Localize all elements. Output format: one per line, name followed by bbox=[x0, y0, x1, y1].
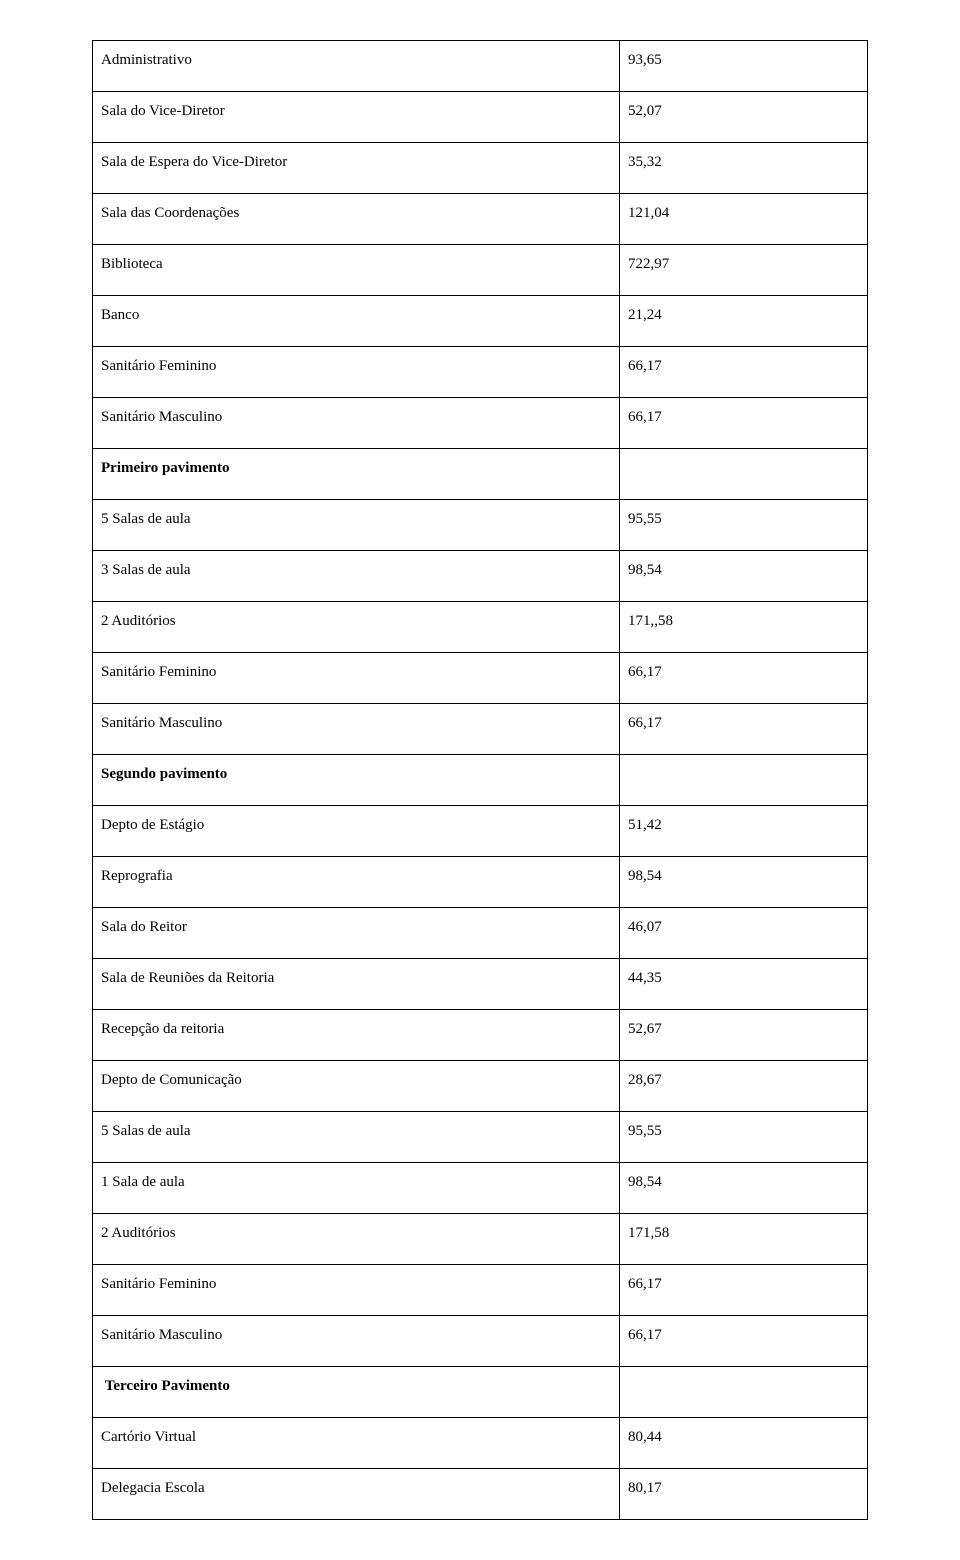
row-label: Sanitário Masculino bbox=[93, 704, 620, 755]
row-value: 722,97 bbox=[620, 245, 868, 296]
row-value: 66,17 bbox=[620, 1265, 868, 1316]
row-value: 66,17 bbox=[620, 704, 868, 755]
row-value: 52,67 bbox=[620, 1010, 868, 1061]
row-label: 1 Sala de aula bbox=[93, 1163, 620, 1214]
table-row: Delegacia Escola80,17 bbox=[93, 1469, 868, 1520]
table-row: Sala das Coordenações121,04 bbox=[93, 194, 868, 245]
table-row: 3 Salas de aula98,54 bbox=[93, 551, 868, 602]
row-label: 2 Auditórios bbox=[93, 1214, 620, 1265]
row-value: 171,,58 bbox=[620, 602, 868, 653]
row-label: Administrativo bbox=[93, 41, 620, 92]
row-label: Depto de Estágio bbox=[93, 806, 620, 857]
row-label: Sanitário Feminino bbox=[93, 653, 620, 704]
row-value: 98,54 bbox=[620, 857, 868, 908]
document-page: Administrativo93,65Sala do Vice-Diretor5… bbox=[0, 0, 960, 1560]
table-body: Administrativo93,65Sala do Vice-Diretor5… bbox=[93, 41, 868, 1520]
row-value bbox=[620, 1367, 868, 1418]
table-row: Sanitário Masculino66,17 bbox=[93, 704, 868, 755]
row-label: 5 Salas de aula bbox=[93, 1112, 620, 1163]
table-row: Sala de Espera do Vice-Diretor35,32 bbox=[93, 143, 868, 194]
row-label: 3 Salas de aula bbox=[93, 551, 620, 602]
row-label: Sala do Vice-Diretor bbox=[93, 92, 620, 143]
row-value: 21,24 bbox=[620, 296, 868, 347]
row-label: Sanitário Feminino bbox=[93, 1265, 620, 1316]
table-row: Recepção da reitoria52,67 bbox=[93, 1010, 868, 1061]
table-row: Sanitário Masculino66,17 bbox=[93, 398, 868, 449]
row-label: Biblioteca bbox=[93, 245, 620, 296]
row-value: 80,44 bbox=[620, 1418, 868, 1469]
table-row: Biblioteca722,97 bbox=[93, 245, 868, 296]
table-row: Reprografia98,54 bbox=[93, 857, 868, 908]
row-label: Sala de Reuniões da Reitoria bbox=[93, 959, 620, 1010]
table-row: Sanitário Masculino66,17 bbox=[93, 1316, 868, 1367]
table-row: Primeiro pavimento bbox=[93, 449, 868, 500]
table-row: 2 Auditórios171,58 bbox=[93, 1214, 868, 1265]
table-row: Sanitário Feminino66,17 bbox=[93, 347, 868, 398]
row-value: 28,67 bbox=[620, 1061, 868, 1112]
table-row: Sala do Vice-Diretor52,07 bbox=[93, 92, 868, 143]
row-value bbox=[620, 755, 868, 806]
table-row: Cartório Virtual80,44 bbox=[93, 1418, 868, 1469]
row-label: Terceiro Pavimento bbox=[93, 1367, 620, 1418]
row-label: Cartório Virtual bbox=[93, 1418, 620, 1469]
row-value: 46,07 bbox=[620, 908, 868, 959]
table-row: Administrativo93,65 bbox=[93, 41, 868, 92]
table-row: 5 Salas de aula95,55 bbox=[93, 500, 868, 551]
row-label: Sanitário Feminino bbox=[93, 347, 620, 398]
row-value: 66,17 bbox=[620, 347, 868, 398]
row-value: 95,55 bbox=[620, 1112, 868, 1163]
row-label: 5 Salas de aula bbox=[93, 500, 620, 551]
area-table: Administrativo93,65Sala do Vice-Diretor5… bbox=[92, 40, 868, 1520]
row-value: 66,17 bbox=[620, 398, 868, 449]
table-row: Sala de Reuniões da Reitoria44,35 bbox=[93, 959, 868, 1010]
row-value bbox=[620, 449, 868, 500]
row-value: 66,17 bbox=[620, 1316, 868, 1367]
row-label: Sala das Coordenações bbox=[93, 194, 620, 245]
row-label: Recepção da reitoria bbox=[93, 1010, 620, 1061]
row-label: 2 Auditórios bbox=[93, 602, 620, 653]
row-value: 66,17 bbox=[620, 653, 868, 704]
row-value: 80,17 bbox=[620, 1469, 868, 1520]
row-value: 35,32 bbox=[620, 143, 868, 194]
table-row: Depto de Comunicação28,67 bbox=[93, 1061, 868, 1112]
table-row: 5 Salas de aula95,55 bbox=[93, 1112, 868, 1163]
row-value: 44,35 bbox=[620, 959, 868, 1010]
table-row: Depto de Estágio51,42 bbox=[93, 806, 868, 857]
row-label: Primeiro pavimento bbox=[93, 449, 620, 500]
table-row: Segundo pavimento bbox=[93, 755, 868, 806]
row-value: 95,55 bbox=[620, 500, 868, 551]
row-value: 93,65 bbox=[620, 41, 868, 92]
row-value: 98,54 bbox=[620, 1163, 868, 1214]
table-row: 1 Sala de aula98,54 bbox=[93, 1163, 868, 1214]
row-value: 51,42 bbox=[620, 806, 868, 857]
table-row: Sala do Reitor46,07 bbox=[93, 908, 868, 959]
row-value: 171,58 bbox=[620, 1214, 868, 1265]
row-label: Sala do Reitor bbox=[93, 908, 620, 959]
table-row: Sanitário Feminino66,17 bbox=[93, 1265, 868, 1316]
row-value: 121,04 bbox=[620, 194, 868, 245]
row-label: Sanitário Masculino bbox=[93, 398, 620, 449]
row-label: Sala de Espera do Vice-Diretor bbox=[93, 143, 620, 194]
row-label: Segundo pavimento bbox=[93, 755, 620, 806]
table-row: Terceiro Pavimento bbox=[93, 1367, 868, 1418]
row-label: Reprografia bbox=[93, 857, 620, 908]
row-value: 98,54 bbox=[620, 551, 868, 602]
row-label: Sanitário Masculino bbox=[93, 1316, 620, 1367]
row-label: Banco bbox=[93, 296, 620, 347]
row-label: Depto de Comunicação bbox=[93, 1061, 620, 1112]
table-row: Sanitário Feminino66,17 bbox=[93, 653, 868, 704]
row-label: Delegacia Escola bbox=[93, 1469, 620, 1520]
row-value: 52,07 bbox=[620, 92, 868, 143]
table-row: Banco21,24 bbox=[93, 296, 868, 347]
table-row: 2 Auditórios171,,58 bbox=[93, 602, 868, 653]
